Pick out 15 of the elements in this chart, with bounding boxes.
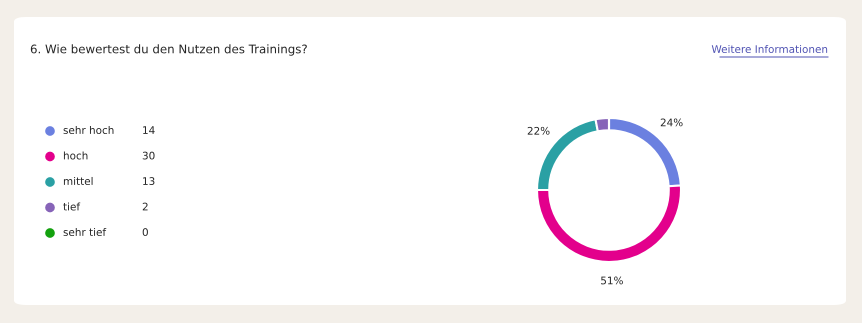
text: 14 [143,126,155,134]
legend-label: sehr hoch [64,126,114,134]
legend-label: mittel [64,176,93,186]
text: 0 [142,228,148,236]
data-label: 51% [601,276,623,284]
legend-label: tief [63,202,80,211]
text: 2 [142,202,148,210]
data-label: 24% [660,118,683,126]
text: 30 [142,152,155,160]
legend-label: sehr tief [64,228,106,236]
data-label: 22% [528,126,550,135]
text: 13 [143,177,154,186]
legend-label: hoch [64,151,88,160]
text: Weitere Informationen [712,44,828,54]
chart-title: 6. Wie bewertest du den Nutzen des Trainings? [30,44,307,56]
